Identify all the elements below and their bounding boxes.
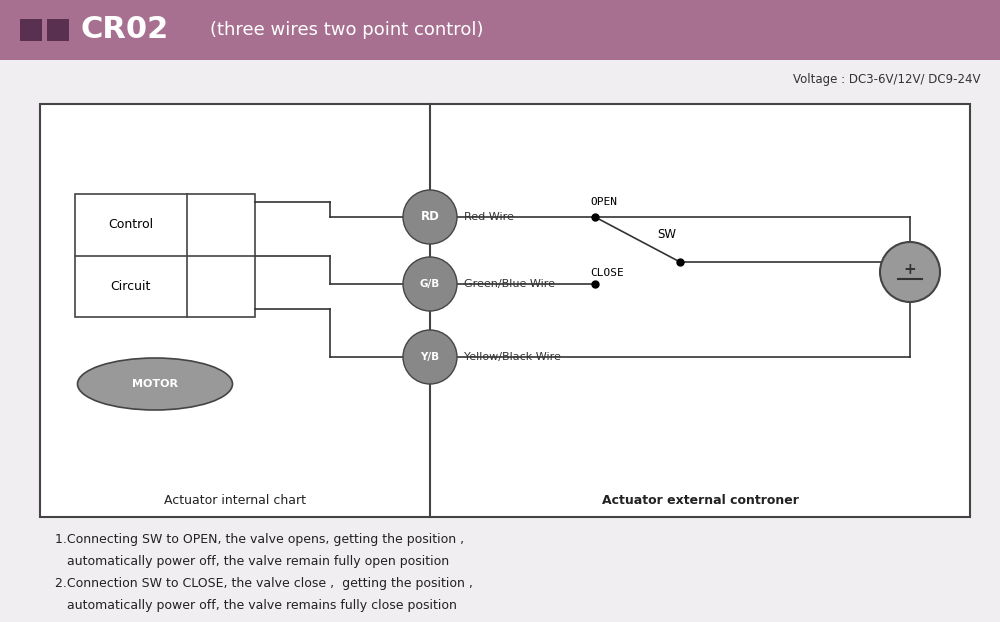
- Text: Actuator internal chart: Actuator internal chart: [164, 494, 306, 508]
- Text: Circuit: Circuit: [111, 280, 151, 293]
- Text: Control: Control: [108, 218, 153, 231]
- Text: CR02: CR02: [80, 16, 168, 45]
- Text: automatically power off, the valve remain fully open position: automatically power off, the valve remai…: [55, 555, 449, 569]
- FancyBboxPatch shape: [75, 194, 255, 317]
- FancyBboxPatch shape: [47, 19, 69, 41]
- Text: 2.Connection SW to CLOSE, the valve close ,  getting the position ,: 2.Connection SW to CLOSE, the valve clos…: [55, 577, 473, 590]
- Text: automatically power off, the valve remains fully close position: automatically power off, the valve remai…: [55, 600, 457, 613]
- Text: SW: SW: [658, 228, 676, 241]
- Text: OPEN: OPEN: [590, 197, 617, 207]
- Text: 1.Connecting SW to OPEN, the valve opens, getting the position ,: 1.Connecting SW to OPEN, the valve opens…: [55, 534, 464, 547]
- FancyBboxPatch shape: [0, 0, 1000, 60]
- Text: MOTOR: MOTOR: [132, 379, 178, 389]
- Circle shape: [403, 190, 457, 244]
- Text: Green/Blue Wire: Green/Blue Wire: [464, 279, 555, 289]
- Ellipse shape: [78, 358, 232, 410]
- FancyBboxPatch shape: [20, 19, 42, 41]
- Circle shape: [403, 257, 457, 311]
- Text: (three wires two point control): (three wires two point control): [210, 21, 484, 39]
- Circle shape: [880, 242, 940, 302]
- Text: Red Wire: Red Wire: [464, 212, 514, 222]
- Circle shape: [403, 330, 457, 384]
- Text: Actuator external controner: Actuator external controner: [602, 494, 798, 508]
- Text: Yellow/Black Wire: Yellow/Black Wire: [464, 352, 561, 362]
- Text: +: +: [904, 261, 916, 277]
- Text: CLOSE: CLOSE: [590, 268, 624, 278]
- Text: RD: RD: [421, 210, 439, 223]
- Text: Y/B: Y/B: [420, 352, 440, 362]
- Text: Voltage : DC3-6V/12V/ DC9-24V: Voltage : DC3-6V/12V/ DC9-24V: [793, 73, 980, 86]
- Text: G/B: G/B: [420, 279, 440, 289]
- FancyBboxPatch shape: [40, 104, 970, 517]
